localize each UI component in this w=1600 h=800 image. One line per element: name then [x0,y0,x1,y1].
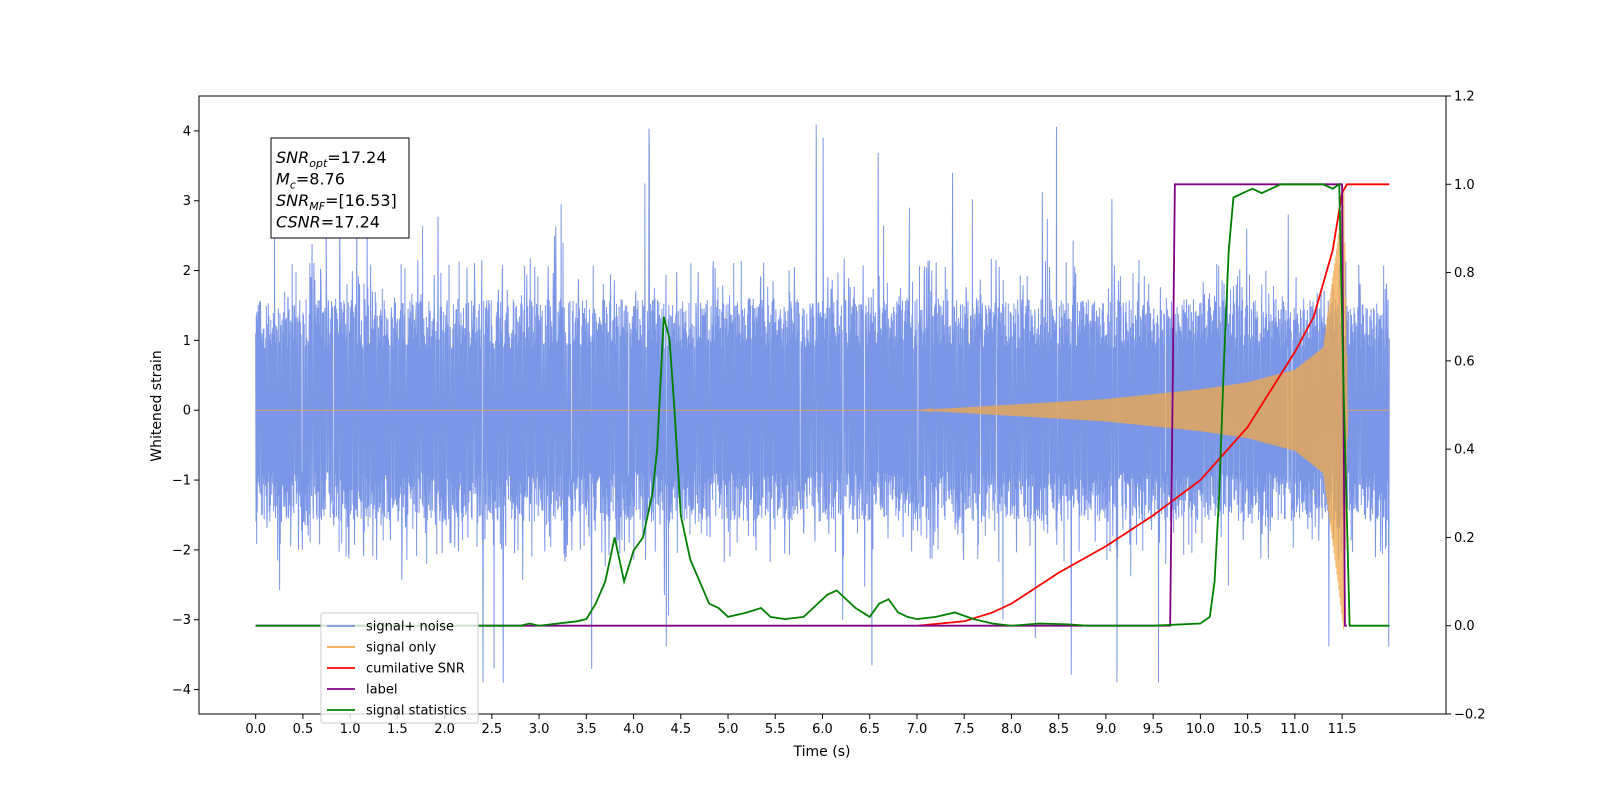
x-tick-label: 7.5 [954,722,975,737]
legend-items: signal+ noise signal only cumilative SNR la… [327,620,467,719]
series-layer [255,124,1390,683]
x-axis-label: Time (s) [793,744,851,760]
x-tick-label: 7.0 [907,722,928,737]
y-left-tick-label: 1 [183,334,191,349]
legend-label: label [366,683,397,698]
info-line: CSNR=17.24 [276,213,380,232]
y-left-tick-label: 0 [183,404,191,419]
x-tick-label: 5.0 [718,722,739,737]
y-right-tick-label: 0.4 [1454,443,1475,458]
x-tick-label: 11.5 [1328,722,1357,737]
y-right-tick-label: 0.2 [1454,531,1475,546]
y-right-tick-label: 1.2 [1454,90,1475,105]
x-tick-label: 8.0 [1001,722,1022,737]
legend-label: signal only [366,641,436,656]
legend-label: signal+ noise [366,620,454,635]
x-tick-label: 4.0 [623,722,644,737]
series-line-signal-statistics [255,182,1390,627]
info-line: Mc=8.76 [276,170,345,192]
y-left-tick-label: 4 [183,124,191,139]
info-box-frame [270,137,410,239]
x-tick-label: 11.0 [1280,722,1309,737]
y-axis-left: 4 3 2 1 0 −1 −2 −3 −4 [172,124,199,698]
x-tick-label: 8.5 [1048,722,1069,737]
x-tick-label: 10.5 [1233,722,1262,737]
y-axis-label: Whitened strain [149,350,165,461]
y-left-tick-label: −1 [172,474,191,489]
x-tick-label: 3.5 [576,722,597,737]
x-tick-label: 2.0 [434,722,455,737]
y-left-tick-label: −4 [172,683,191,698]
y-left-tick-label: −2 [172,543,191,558]
x-tick-label: 1.5 [387,722,408,737]
series-line-cumilative-snr [916,183,1390,627]
y-left-tick-label: −3 [172,613,191,628]
legend-label: signal statistics [366,704,467,719]
info-line: SNRMF=[16.53] [276,191,397,213]
legend-frame [320,612,479,724]
y-right-tick-label: 1.0 [1454,178,1475,193]
x-tick-label: 6.5 [859,722,880,737]
series-line-signal-only [255,186,1390,630]
x-tick-label: 4.5 [670,722,691,737]
y-left-tick-label: 3 [183,194,191,209]
y-right-tick-label: 0.0 [1454,619,1475,634]
x-tick-label: 1.0 [340,722,361,737]
info-box: SNRopt=17.24Mc=8.76SNRMF=[16.53]CSNR=17.… [270,137,410,239]
y-right-tick-label: 0.8 [1454,266,1475,281]
y-right-tick-label: −0.2 [1454,708,1486,723]
x-tick-label: 5.5 [765,722,786,737]
legend-label: cumilative SNR [366,662,465,677]
x-axis: 0.0 0.5 1.0 1.5 2.0 2.5 3.0 3.5 4.0 4.5 5.0 5.5 6.0 6… [245,714,1357,737]
legend: signal+ noise signal only cumilative SNR la… [320,612,479,724]
x-tick-label: 0.0 [245,722,266,737]
info-lines: SNRopt=17.24Mc=8.76SNRMF=[16.53]CSNR=17.… [276,148,397,232]
x-tick-label: 10.0 [1186,722,1215,737]
x-tick-label: 2.5 [482,722,503,737]
y-axis-right: 1.2 1.0 0.8 0.6 0.4 0.2 0.0 −0.2 [1446,90,1486,723]
x-tick-label: 9.0 [1096,722,1117,737]
x-tick-label: 3.0 [529,722,550,737]
series-line-signal-noise [255,124,1390,683]
x-tick-label: 6.0 [812,722,833,737]
x-tick-label: 9.5 [1143,722,1164,737]
x-tick-label: 0.5 [293,722,314,737]
info-line: SNRopt=17.24 [276,148,387,170]
y-left-tick-label: 2 [183,264,191,279]
y-right-tick-label: 0.6 [1454,354,1475,369]
